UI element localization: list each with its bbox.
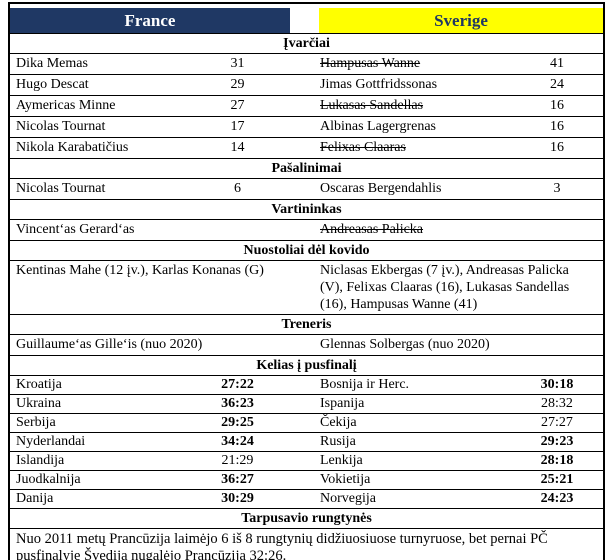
stat-row: Ukraina 36:23 Ispanija 28:32 (10, 395, 603, 414)
stat-row: Islandija 21:29 Lenkija 28:18 (10, 452, 603, 471)
france-entry-value: 36:23 (221, 396, 254, 411)
team-header-sweden: Sverige (319, 8, 603, 33)
sweden-entry-name: Čekija (320, 415, 357, 430)
france-entry-value: 21:29 (221, 453, 254, 468)
france-entry-value: 34:24 (221, 434, 254, 449)
france-entry-name: Aymericas Minne (16, 98, 116, 113)
stat-row: Aymericas Minne 27 Lukasas Sandellas 16 (10, 96, 603, 117)
sweden-entry-value: 16 (550, 140, 564, 155)
france-entry-name: Serbija (16, 415, 56, 430)
sweden-entry-value: 41 (550, 56, 564, 71)
france-entry-name: Danija (16, 491, 54, 506)
sweden-entry-value: 16 (550, 98, 564, 113)
section-title-covid: Nuostoliai dėl kovido (10, 241, 603, 261)
sweden-entry-value: 29:23 (540, 434, 574, 449)
sweden-entry-name: Jimas Gottfridssonas (320, 77, 438, 92)
comparison-table: France Sverige Įvarčiai Dika Memas 31 Hamp… (8, 2, 605, 560)
france-entry-value: 30:29 (221, 491, 254, 506)
sweden-entry-name: Rusija (320, 434, 356, 449)
sweden-entry-name: Norvegija (320, 491, 376, 506)
sweden-entry-value: 25:21 (540, 472, 574, 487)
sweden-entry-name: Lukasas Sandellas (320, 98, 424, 113)
section-title-head-to-head: Tarpusavio rungtynės (10, 509, 603, 529)
france-entry-name: Nyderlandai (16, 434, 86, 449)
header-gap (290, 8, 319, 33)
france-entry-value: 14 (230, 140, 245, 155)
suspensions-rows: Nicolas Tournat 6 Oscaras Bergendahlis 3 (10, 179, 603, 200)
section-title-goalkeeper: Vartininkas (10, 200, 603, 220)
france-entry-name: Islandija (16, 453, 65, 468)
sweden-entry-name: Bosnija ir Herc. (320, 377, 410, 392)
section-title-suspensions: Pašalinimai (10, 159, 603, 179)
road-to-semifinal-rows: Kroatija 27:22 Bosnija ir Herc. 30:18 Ukrain… (10, 376, 603, 509)
france-entry-name: Nicolas Tournat (16, 181, 106, 196)
covid-losses-row: Kentinas Mahe (12 įv.), Karlas Konanas (… (10, 261, 603, 315)
covid-losses-sweden: Niclasas Ekbergas (7 įv.), Andreasas Pal… (320, 263, 570, 312)
section-title-road: Kelias į pusfinalį (10, 356, 603, 376)
sweden-entry-value: 16 (550, 119, 564, 134)
covid-losses-france: Kentinas Mahe (12 įv.), Karlas Konanas (… (16, 263, 264, 278)
section-title-goals: Įvarčiai (10, 34, 603, 54)
france-entry-name: Nicolas Tournat (16, 119, 106, 134)
france-entry-value: 36:27 (221, 472, 254, 487)
france-entry-name: Ukraina (16, 396, 62, 411)
france-entry-name: Dika Memas (16, 56, 88, 71)
sweden-entry-name: Lenkija (320, 453, 363, 468)
france-entry-value: 17 (230, 119, 245, 134)
france-entry-value: 29:25 (221, 415, 254, 430)
sweden-entry-name: Albinas Lagergrenas (320, 119, 436, 134)
sweden-entry-value: 28:32 (541, 396, 573, 411)
sweden-entry-value: 3 (553, 181, 561, 196)
france-entry-name: Nikola Karabatičius (16, 140, 129, 155)
stat-row: Dika Memas 31 Hampusas Wanne 41 (10, 54, 603, 75)
france-entry-value: 27:22 (221, 377, 254, 392)
sweden-entry-value: 30:18 (540, 377, 574, 392)
france-entry-value: 6 (234, 181, 241, 196)
france-entry-name: Hugo Descat (16, 77, 89, 92)
goalkeeper-sweden: Andreasas Palicka (320, 222, 424, 237)
france-entry-value: 31 (230, 56, 245, 71)
stat-row: Nikola Karabatičius 14 Felixas Claaras 16 (10, 138, 603, 159)
stat-row: Kroatija 27:22 Bosnija ir Herc. 30:18 (10, 376, 603, 395)
sweden-entry-name: Felixas Claaras (320, 140, 406, 155)
france-entry-name: Kroatija (16, 377, 62, 392)
sweden-entry-value: 28:18 (540, 453, 574, 468)
coach-row: Guillaume‘as Gille‘is (nuo 2020) Glennas… (10, 335, 603, 356)
stat-row: Nicolas Tournat 17 Albinas Lagergrenas 16 (10, 117, 603, 138)
head-to-head-text: Nuo 2011 metų Prancūzija laimėjo 6 iš 8 … (16, 531, 548, 560)
goalkeeper-france: Vincent‘as Gerard‘as (16, 222, 135, 237)
coach-france: Guillaume‘as Gille‘is (nuo 2020) (16, 337, 203, 352)
stat-row: Juodkalnija 36:27 Vokietija 25:21 (10, 471, 603, 490)
sweden-entry-name: Oscaras Bergendahlis (320, 181, 442, 196)
france-entry-value: 27 (230, 98, 245, 113)
sweden-entry-value: 24 (550, 77, 564, 92)
goals-rows: Dika Memas 31 Hampusas Wanne 41 Hugo Descat 2… (10, 54, 603, 159)
coach-sweden: Glennas Solbergas (nuo 2020) (320, 337, 490, 352)
sweden-entry-name: Hampusas Wanne (320, 56, 421, 71)
france-entry-name: Juodkalnija (16, 472, 81, 487)
stat-row: Danija 30:29 Norvegija 24:23 (10, 490, 603, 509)
france-entry-value: 29 (230, 77, 245, 92)
team-header-france: France (10, 8, 290, 33)
section-title-coach: Treneris (10, 315, 603, 335)
sweden-entry-name: Vokietija (320, 472, 371, 487)
team-header-row: France Sverige (10, 4, 603, 34)
goalkeeper-row: Vincent‘as Gerard‘as Andreasas Palicka (10, 220, 603, 241)
stat-row: Hugo Descat 29 Jimas Gottfridssonas 24 (10, 75, 603, 96)
stat-row: Nyderlandai 34:24 Rusija 29:23 (10, 433, 603, 452)
sweden-entry-name: Ispanija (320, 396, 365, 411)
sweden-entry-value: 24:23 (540, 491, 574, 506)
stat-row: Nicolas Tournat 6 Oscaras Bergendahlis 3 (10, 179, 603, 200)
stat-row: Serbija 29:25 Čekija 27:27 (10, 414, 603, 433)
sweden-entry-value: 27:27 (541, 415, 573, 430)
